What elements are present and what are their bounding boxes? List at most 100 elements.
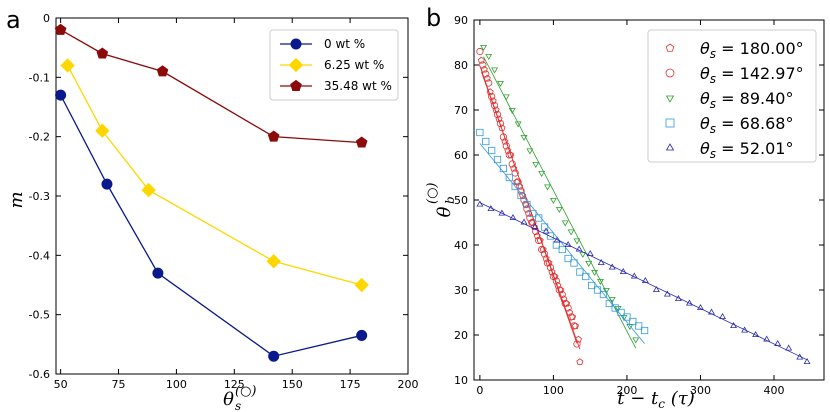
svg-text:s: s [235,399,241,412]
legend-label: θs = 52.01° [700,139,793,161]
data-point [542,227,550,234]
data-point [629,317,637,326]
x-tick-label: 400 [764,384,785,397]
data-point [520,134,528,142]
data-point [540,250,549,258]
legend-box [647,29,817,163]
data-point [763,335,771,342]
data-point [641,276,649,284]
data-point [588,281,596,290]
data-point [708,308,715,315]
data-point [570,322,578,330]
data-point [55,89,67,101]
y-tick-label: 80 [454,59,468,72]
x-tick-label: 100 [543,384,564,397]
data-point [546,263,555,272]
data-point [558,290,566,299]
y-tick-label: -0.5 [29,309,50,322]
data-point [502,94,510,101]
data-point [599,290,608,299]
x-tick-label: 75 [112,378,126,391]
data-point [663,290,671,297]
data-point [591,269,599,277]
data-point [477,56,485,64]
data-point [549,197,557,205]
svg-text:(○): (○) [425,183,440,205]
data-point [508,108,516,114]
data-point [499,164,508,173]
data-point [538,170,546,178]
data-point [493,110,502,119]
data-point [267,130,280,142]
data-point [505,173,513,182]
x-tick-label: 0 [476,384,483,397]
data-point [482,137,490,146]
x-tick-label: 50 [54,378,68,391]
y-tick-label: 60 [454,149,468,162]
data-point [487,204,495,212]
x-tick-label: 200 [616,384,637,397]
data-point [529,218,537,227]
y-tick-label: 30 [454,284,468,297]
y-tick-label: 90 [454,14,468,27]
data-point [517,191,525,200]
svg-text:(○): (○) [235,384,257,399]
data-point [573,340,581,348]
chart-panel-a: 50 75 100 125 150 175 200 0 -0.1 -0.2 -0.3 -0.4 -0.5… [29,12,419,391]
legend-label: 6.25 wt % [324,58,384,72]
data-point [608,296,616,303]
legend-label: θs = 68.68° [700,114,793,136]
data-point [482,70,490,78]
data-point [561,220,569,227]
x-tick-label: 100 [166,378,187,391]
legend-marker [290,38,302,50]
data-point [564,240,572,248]
x-tick-label: 125 [224,378,245,391]
data-point [532,161,540,168]
data-point [730,321,738,329]
data-point [785,344,793,351]
xlabel-b: t − tc (τ) [617,388,694,411]
y-tick-label: -0.3 [29,190,50,203]
data-point [496,119,505,128]
data-point [514,121,522,128]
data-point [571,322,579,329]
data-point [520,218,528,225]
data-point [555,206,563,213]
data-point [476,200,484,207]
data-point [582,272,590,281]
legend-marker [665,118,675,128]
data-point [479,61,487,69]
xlabel-a: θ s (○) [223,384,256,412]
fit-line [479,143,645,344]
data-point [685,299,693,306]
data-point [502,142,510,150]
data-point [96,47,109,59]
data-point [640,326,649,335]
data-point [505,151,513,159]
data-point [593,286,602,294]
legend-box [269,29,399,101]
data-point [611,304,619,312]
data-point [480,45,488,52]
y-tick-label: 40 [454,239,468,252]
data-point [569,313,577,320]
data-point [558,245,566,254]
legend-label: θs = 89.40° [700,89,793,111]
x-tick-label: 300 [690,384,711,397]
data-point [602,287,610,295]
data-point [552,241,560,249]
data-point [574,335,582,343]
data-point [509,213,517,221]
data-point [101,178,113,190]
data-point [95,123,110,138]
data-point [498,209,506,216]
data-point [60,58,75,73]
data-point [575,245,583,252]
data-point [493,155,502,164]
data-point [535,236,543,245]
chart-panel-b: 0 100 200 300 400 10 20 30 40 50 60 70 80 90 θs = 180.… [454,14,825,397]
ylabel-b: θ b (○) [425,183,457,218]
data-point [741,326,749,333]
